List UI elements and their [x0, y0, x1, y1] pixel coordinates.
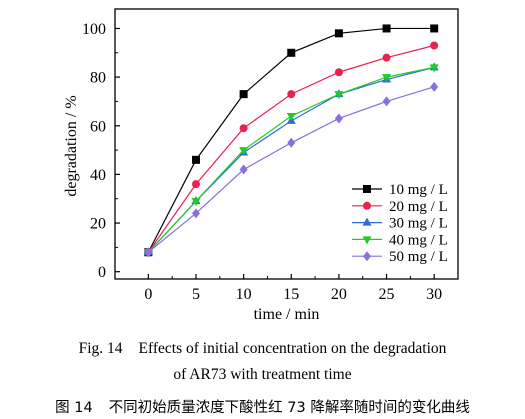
data-point-series-4: [429, 64, 439, 73]
caption-cn-fig-label: 图 14: [55, 400, 93, 416]
data-point-series-2: [334, 68, 343, 77]
data-point-series-5: [382, 96, 391, 107]
degradation-chart: 0 5 10 15 20 25 30 0 20 40 60 80 100 time / min degrad…: [63, 8, 459, 323]
data-point-series-5: [144, 247, 153, 258]
legend-label-1: 10 mg / L: [389, 182, 448, 198]
plot-frame: [114, 8, 459, 280]
caption-line-1-text: Effects of initial concentration on the …: [138, 340, 447, 357]
data-point-series-2: [191, 180, 200, 189]
y-tick-label: 20: [90, 216, 106, 233]
legend-label-4: 40 mg / L: [389, 232, 448, 248]
data-point-series-4: [191, 198, 201, 207]
data-point-series-2: [239, 124, 248, 133]
data-point-series-5: [191, 208, 200, 219]
y-tick-label: 80: [90, 70, 106, 87]
x-tick-label: 10: [236, 286, 252, 303]
caption-chinese: 图 14 不同初始质量浓度下酸性红 73 降解率随时间的变化曲线: [0, 396, 525, 417]
data-point-series-5: [430, 81, 439, 92]
x-tick-label: 0: [144, 286, 152, 303]
legend-marker-4: [362, 236, 372, 245]
data-point-series-1: [239, 90, 248, 99]
y-tick-label: 0: [98, 264, 106, 281]
caption-line-2: of AR73 with treatment time: [173, 366, 352, 383]
y-tick-label: 100: [82, 21, 106, 38]
x-tick-label: 30: [426, 286, 442, 303]
legend-label-5: 50 mg / L: [389, 249, 448, 265]
legend-marker-5: [363, 251, 371, 262]
data-point-series-4: [286, 113, 296, 122]
x-tick-label: 15: [283, 286, 299, 303]
data-point-series-2: [430, 41, 439, 50]
data-point-series-2: [287, 90, 296, 99]
data-point-series-1: [287, 48, 296, 57]
caption-fig-label: Fig. 14: [78, 340, 123, 357]
x-tick-label: 5: [192, 286, 200, 303]
y-tick-label: 60: [90, 118, 106, 135]
data-point-series-1: [382, 24, 391, 33]
x-axis-label: time / min: [254, 306, 320, 323]
y-tick-label: 40: [90, 167, 106, 184]
data-point-series-5: [287, 137, 296, 148]
caption-cn-text: 不同初始质量浓度下酸性红 73 降解率随时间的变化曲线: [108, 400, 470, 416]
data-point-series-5: [334, 113, 343, 124]
y-axis-label: degradation / %: [63, 95, 80, 196]
legend-marker-1: [363, 185, 371, 193]
data-point-series-2: [382, 53, 391, 62]
data-point-series-4: [239, 147, 249, 156]
legend-label-3: 30 mg / L: [389, 216, 448, 232]
data-point-series-4: [382, 74, 392, 83]
data-point-series-5: [239, 164, 248, 175]
data-point-series-1: [430, 24, 439, 33]
data-point-series-1: [334, 29, 343, 38]
caption-line-1: Fig. 14 Effects of initial concentration …: [0, 340, 525, 358]
x-tick-label: 25: [379, 286, 395, 303]
legend-marker-3: [362, 217, 372, 226]
x-tick-label: 20: [331, 286, 347, 303]
legend-marker-2: [363, 201, 371, 210]
data-point-series-4: [334, 91, 344, 100]
data-point-series-1: [191, 155, 200, 164]
legend-label-2: 20 mg / L: [389, 199, 448, 215]
